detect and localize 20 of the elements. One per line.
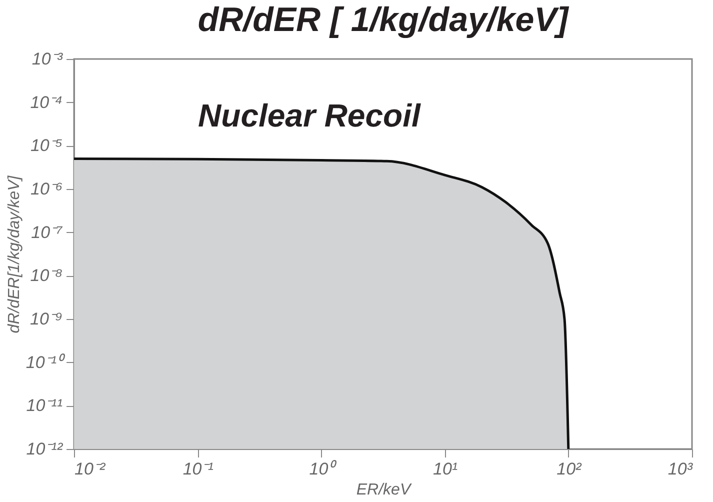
x-tick-label: 10² <box>556 460 583 478</box>
annotation: Nuclear Recoil <box>198 97 422 134</box>
y-tick-label: 10⁻⁶ <box>30 180 62 198</box>
y-tick-label: 10⁻¹² <box>26 440 64 458</box>
y-tick-label: 10⁻¹¹ <box>26 396 63 416</box>
x-axis-title: ER/keV <box>356 482 412 498</box>
y-tick-label: 10⁻⁷ <box>31 222 64 242</box>
y-tick-label: 10⁻³ <box>32 50 64 68</box>
x-tick-label: 10⁰ <box>309 460 338 478</box>
x-tick-label: 10¹ <box>433 460 458 478</box>
y-tick-label: 10⁻⁴ <box>30 92 62 112</box>
y-axis-title: dR/dER[1/kg/day/keV] <box>6 175 23 334</box>
y-tick-label: 10⁻⁸ <box>30 266 62 286</box>
y-tick-label: 10⁻¹⁰ <box>26 352 66 372</box>
x-tick-label: 10⁻¹ <box>182 460 214 478</box>
chart-title: dR/dER [ 1/kg/day/keV] <box>198 1 570 39</box>
y-tick-label: 10⁻⁵ <box>30 136 62 156</box>
y-tick-label: 10⁻⁹ <box>30 310 62 328</box>
x-tick-label: 10³ <box>668 460 694 478</box>
x-tick-label: 10⁻² <box>74 460 106 478</box>
